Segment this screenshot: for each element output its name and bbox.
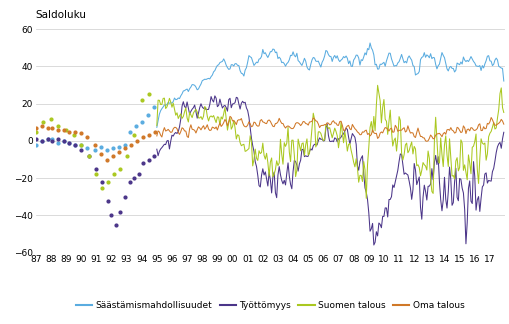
Point (84, 153, 93, 158)
Point (133, 138, 141, 144)
Point (44, 125, 52, 131)
Point (71, 142, 79, 147)
Point (83, 146, 91, 151)
Point (127, 142, 135, 147)
Point (98, 179, 106, 185)
Point (65, 140, 73, 145)
Point (32, 136, 40, 142)
Point (137, 97, 146, 102)
Point (104, 179, 112, 185)
Point (38, 138, 46, 144)
Point (144, 112, 152, 118)
Point (77, 142, 85, 147)
Point (121, 142, 129, 147)
Point (107, 213, 115, 218)
Point (92, 172, 100, 177)
Point (77, 131, 85, 136)
Point (60, 138, 68, 144)
Point (65, 140, 73, 145)
Point (77, 142, 85, 147)
Point (69, 133, 77, 138)
Point (77, 148, 85, 153)
Point (65, 129, 73, 134)
Point (139, 161, 147, 166)
Point (150, 153, 158, 158)
Text: Saldoluku: Saldoluku (36, 10, 87, 20)
Point (62, 127, 70, 133)
Point (54, 136, 63, 142)
Point (48, 138, 56, 144)
Point (108, 146, 117, 151)
Point (32, 129, 40, 134)
Point (131, 123, 139, 129)
Point (116, 166, 124, 171)
Point (130, 133, 138, 138)
Point (130, 176, 138, 181)
Point (91, 142, 99, 147)
Point (108, 153, 117, 158)
Point (38, 138, 46, 144)
Point (54, 140, 63, 145)
Point (125, 129, 133, 134)
Point (121, 194, 129, 200)
Point (103, 157, 111, 162)
Point (121, 146, 129, 151)
Point (115, 150, 123, 155)
Point (110, 172, 118, 177)
Point (122, 153, 130, 158)
Point (44, 136, 52, 142)
Point (145, 92, 153, 97)
Point (98, 185, 106, 190)
Point (115, 144, 123, 149)
Point (38, 123, 46, 129)
Point (145, 157, 153, 162)
Point (111, 222, 120, 227)
Point (97, 151, 105, 156)
Legend: Säästämismahdollisuudet, Työttömyys, Suomen talous, Oma talous: Säästämismahdollisuudet, Työttömyys, Suo… (72, 297, 467, 314)
Point (54, 127, 63, 133)
Point (60, 138, 68, 144)
Point (125, 179, 133, 185)
Point (97, 144, 105, 149)
Point (116, 209, 124, 214)
Point (48, 125, 56, 131)
Point (150, 105, 158, 110)
Point (44, 136, 52, 142)
Point (47, 116, 55, 121)
Point (134, 172, 143, 177)
Point (139, 135, 147, 140)
Point (84, 153, 93, 158)
Point (39, 120, 47, 125)
Point (83, 135, 91, 140)
Point (145, 133, 153, 138)
Point (92, 166, 100, 171)
Point (71, 129, 79, 134)
Point (60, 127, 68, 133)
Point (32, 142, 40, 147)
Point (103, 148, 111, 153)
Point (104, 198, 112, 203)
Point (151, 129, 159, 134)
Point (91, 148, 99, 153)
Point (54, 123, 63, 129)
Point (48, 136, 56, 142)
Point (32, 125, 40, 131)
Point (71, 142, 79, 147)
Point (137, 120, 146, 125)
